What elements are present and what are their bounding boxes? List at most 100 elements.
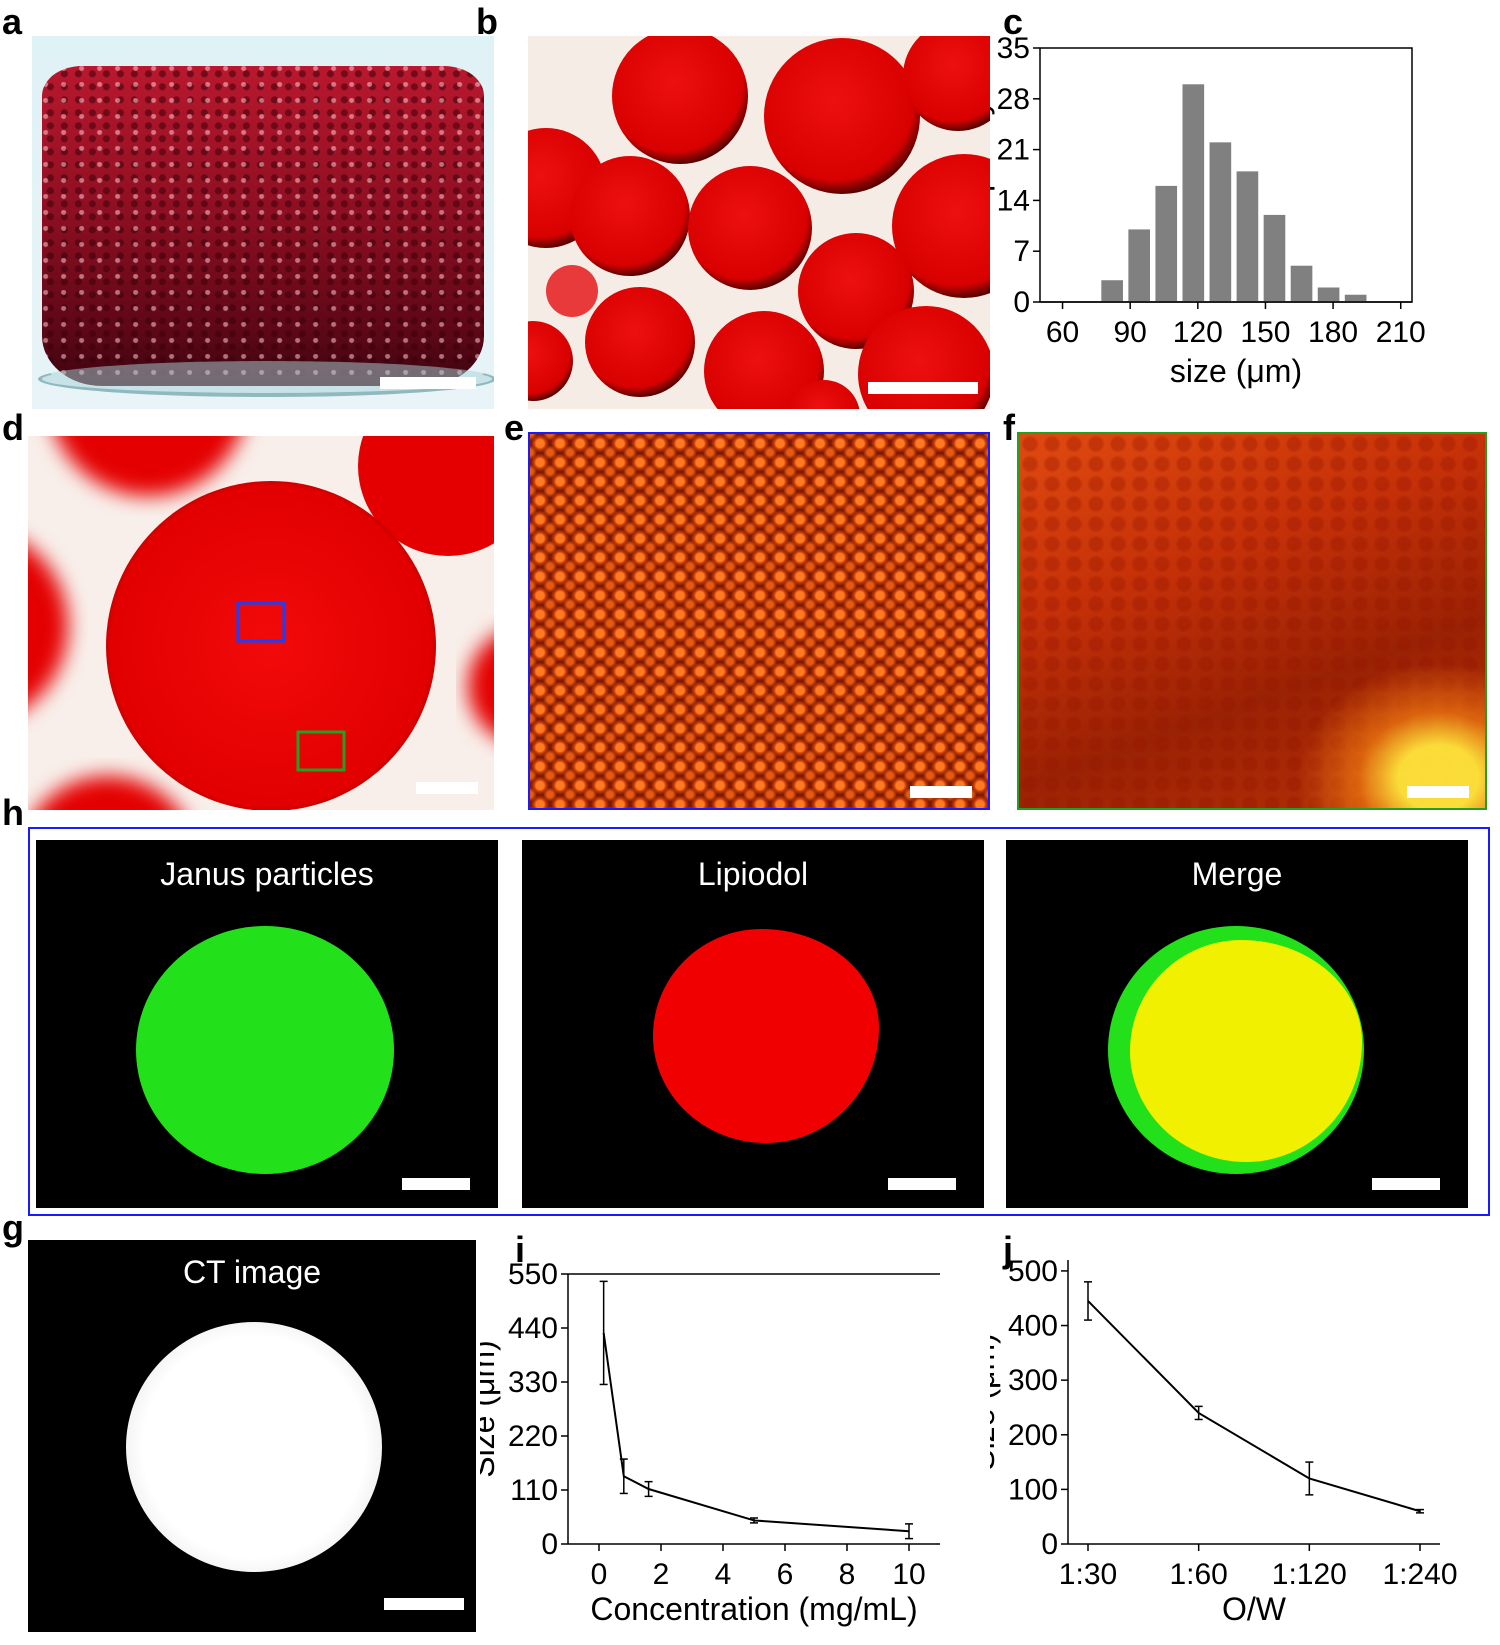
sphere (788, 380, 860, 409)
neighbor-sphere (28, 546, 68, 706)
green-particle (136, 926, 394, 1174)
micrograph-panel-b (528, 36, 990, 409)
microspheres-svg (528, 36, 990, 409)
scale-bar (910, 786, 972, 798)
histogram-bar (1290, 265, 1313, 302)
y-tick-label: 0 (1041, 1528, 1058, 1561)
x-axis-label: Concentration (mg/mL) (590, 1591, 917, 1627)
x-tick-label: 1:30 (1059, 1558, 1117, 1591)
sphere (528, 321, 573, 401)
sphere (585, 287, 695, 397)
x-tick-label: 120 (1173, 316, 1223, 349)
x-tick-label: 60 (1046, 316, 1079, 349)
histogram-chart-c: 60 90 120 150 180 210 0 7 14 21 28 35 size (μm) Frequ… (990, 32, 1426, 389)
series-line (1087, 1300, 1421, 1513)
panel-label-b: b (476, 1, 498, 42)
fluor-title: CT image (182, 1254, 322, 1290)
single-sphere-svg (28, 436, 494, 810)
histogram-bar (1155, 185, 1178, 302)
x-tick-label: 210 (1376, 316, 1426, 349)
neighbor-sphere (37, 776, 179, 810)
zoom-panel-e (528, 432, 990, 810)
x-tick-label: 180 (1308, 316, 1358, 349)
y-tick-label: 330 (508, 1366, 558, 1399)
y-tick-label: 21 (997, 134, 1030, 167)
zoom-panel-f (1017, 432, 1487, 810)
x-tick-label: 1:240 (1382, 1558, 1457, 1591)
x-tick-label: 90 (1113, 316, 1146, 349)
sphere (903, 36, 990, 131)
series-line (602, 1332, 910, 1533)
janus-particles-image: Janus particles (36, 840, 498, 1208)
panel-label-g: g (2, 1207, 24, 1248)
y-tick-label: 100 (1008, 1473, 1058, 1506)
y-tick-label: 0 (541, 1528, 558, 1561)
lipiodol-image: Lipiodol (522, 840, 984, 1208)
blue-region-box (236, 601, 286, 643)
particle-bed (42, 66, 484, 386)
y-axis-label: Size (μm) (990, 1333, 1001, 1471)
neighbor-sphere (358, 436, 494, 556)
histogram-bar (1182, 84, 1205, 303)
y-tick-label: 7 (1013, 235, 1030, 268)
scale-bar (1407, 786, 1469, 798)
scale-bar (384, 1598, 464, 1610)
panel-label-a: a (2, 1, 23, 42)
sphere (704, 311, 824, 409)
y-tick-label: 28 (997, 83, 1030, 116)
panel-label-i: i (515, 1229, 526, 1270)
scale-bar (380, 377, 476, 389)
sphere (570, 156, 690, 276)
panel-label-h: h (2, 792, 24, 833)
y-tick-label: 220 (508, 1420, 558, 1453)
y-tick-label: 14 (997, 184, 1030, 217)
y-tick-label: 550 (508, 1258, 558, 1291)
x-tick-label: 150 (1240, 316, 1290, 349)
merge-image: Merge (1006, 840, 1468, 1208)
panel-label-j: j (1003, 1229, 1014, 1270)
y-tick-label: 500 (1008, 1255, 1058, 1288)
y-tick-label: 440 (508, 1312, 558, 1345)
fluor-title: Lipiodol (697, 856, 809, 892)
y-tick-label: 400 (1008, 1310, 1058, 1343)
neighbor-sphere (468, 636, 494, 736)
neighbor-sphere (56, 436, 240, 496)
scale-bar (888, 1178, 956, 1190)
scale-bar (416, 782, 478, 794)
red-droplet (653, 929, 879, 1143)
ct-sphere (126, 1322, 382, 1572)
x-tick-label: 6 (777, 1558, 794, 1591)
y-tick-label: 300 (1008, 1364, 1058, 1397)
green-region-box (296, 730, 346, 772)
fluor-title: Merge (1191, 856, 1283, 892)
sphere (892, 154, 990, 298)
x-tick-label: 2 (653, 1558, 670, 1591)
sphere (612, 36, 748, 164)
panel-label-d: d (2, 407, 24, 448)
panel-label-c: c (1003, 1, 1024, 42)
x-tick-label: 0 (591, 1558, 608, 1591)
yellow-overlap (1130, 940, 1362, 1162)
panel-label-e: e (504, 407, 525, 448)
y-tick-label: 0 (1013, 286, 1030, 319)
sphere (764, 38, 920, 194)
main-sphere (106, 481, 436, 810)
x-tick-label: 1:120 (1272, 1558, 1347, 1591)
fluor-title: Janus particles (160, 856, 374, 892)
y-axis-label: Frequency (990, 99, 995, 250)
x-tick-label: 4 (715, 1558, 732, 1591)
histogram-bar (1263, 214, 1286, 302)
scale-bar (868, 382, 978, 394)
histogram-bar (1317, 287, 1340, 302)
micrograph-panel-d (28, 436, 494, 810)
panel-label-f: f (1003, 407, 1015, 448)
y-tick-label: 110 (510, 1474, 558, 1507)
x-axis-label: size (μm) (1170, 353, 1302, 389)
x-axis-label: O/W (1222, 1591, 1287, 1627)
y-axis-label: Size (μm) (480, 1340, 501, 1478)
histogram-bar (1344, 294, 1367, 302)
scale-bar (1372, 1178, 1440, 1190)
ct-image-panel-g: CT image (28, 1240, 476, 1632)
histogram-bar (1128, 229, 1151, 302)
